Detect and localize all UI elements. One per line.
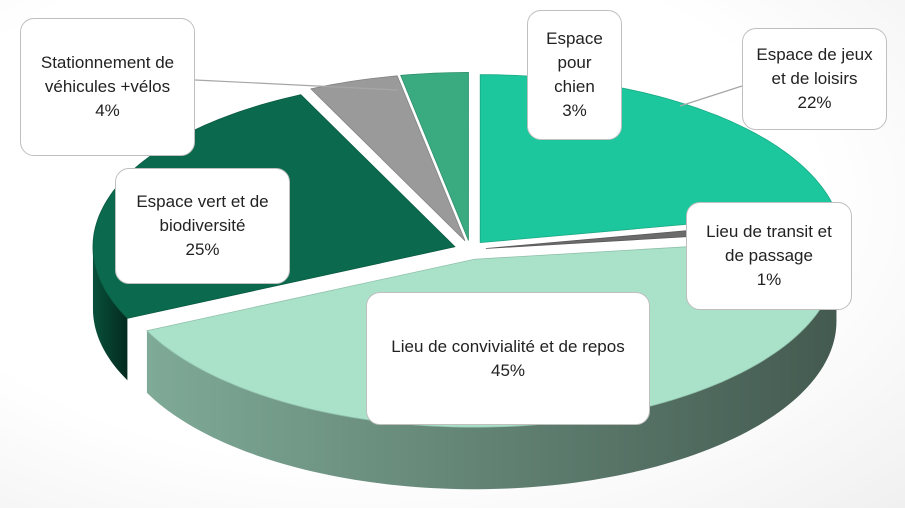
label-name: Espace pour chien bbox=[546, 29, 603, 96]
slice-side bbox=[92, 246, 128, 381]
label-value: 3% bbox=[562, 101, 587, 120]
data-label: Lieu de convivialité et de repos 45% bbox=[366, 292, 650, 425]
slice-side bbox=[146, 259, 837, 490]
label-value: 22% bbox=[797, 93, 832, 112]
label-value: 25% bbox=[185, 240, 220, 259]
label-name: Espace de jeux et de loisirs bbox=[756, 45, 873, 88]
label-name: Lieu de transit et de passage bbox=[706, 222, 832, 265]
label-value: 4% bbox=[95, 101, 120, 120]
label-name: Stationnement de véhicules +vélos bbox=[40, 53, 175, 96]
data-label: Lieu de transit et de passage 1% bbox=[686, 202, 852, 310]
label-value: 45% bbox=[490, 360, 526, 380]
data-label: Espace vert et de biodiversité 25% bbox=[115, 168, 290, 284]
label-name: Lieu de convivialité et de repos bbox=[391, 336, 625, 356]
leader-line bbox=[194, 79, 399, 91]
slice bbox=[400, 71, 469, 241]
data-label: Espace pour chien 3% bbox=[527, 10, 622, 140]
data-label: Stationnement de véhicules +vélos 4% bbox=[20, 18, 195, 156]
leader-line bbox=[679, 85, 743, 107]
data-label: Espace de jeux et de loisirs 22% bbox=[742, 28, 887, 130]
label-name: Espace vert et de biodiversité bbox=[136, 192, 269, 235]
walls bbox=[92, 246, 837, 490]
label-value: 1% bbox=[756, 270, 782, 289]
slice bbox=[310, 75, 466, 242]
